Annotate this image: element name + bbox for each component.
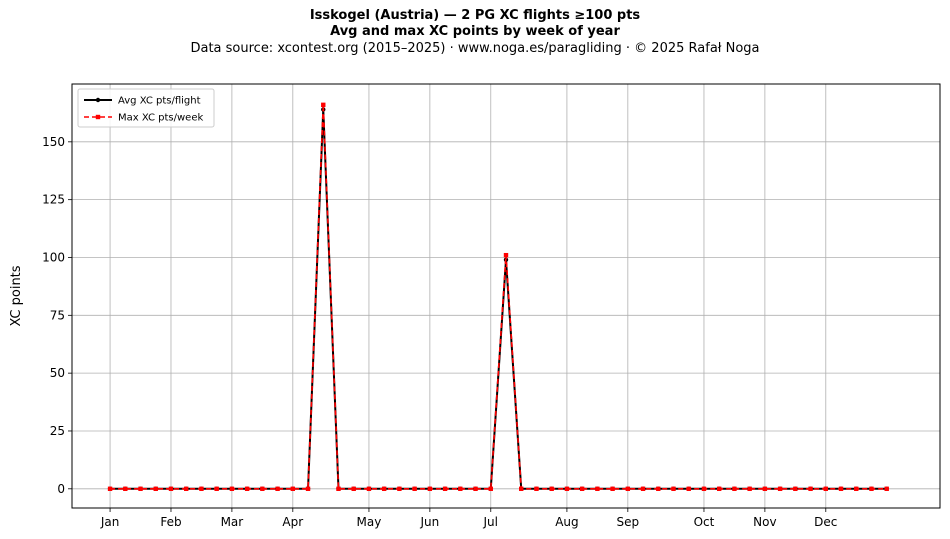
data-point: [168, 486, 174, 492]
data-point: [854, 486, 859, 492]
x-tick-label: Nov: [753, 515, 776, 529]
chart-title: Isskogel (Austria) — 2 PG XC flights ≥10…: [309, 8, 641, 23]
x-tick-label: May: [357, 515, 382, 529]
chart-titles: Isskogel (Austria) — 2 PG XC flights ≥10…: [0, 8, 950, 57]
data-point: [595, 486, 600, 492]
data-point: [564, 486, 570, 492]
series-0: [107, 107, 889, 492]
y-tick-label: 150: [42, 135, 65, 149]
data-point: [640, 486, 646, 492]
x-tick-label: Aug: [555, 515, 578, 529]
data-point: [534, 486, 539, 492]
data-point: [838, 486, 844, 492]
data-point: [458, 486, 463, 492]
x-tick-label: Jul: [483, 515, 498, 529]
chart-title-line2: Avg and max XC points by week of year: [330, 24, 620, 39]
data-point: [214, 486, 219, 492]
data-point: [777, 486, 783, 492]
x-tick-label: Dec: [814, 515, 837, 529]
data-point: [488, 486, 493, 492]
y-tick-label: 0: [57, 482, 65, 496]
data-point: [503, 252, 509, 258]
data-point: [656, 486, 661, 492]
data-point: [625, 486, 631, 492]
y-tick-label: 125: [42, 193, 65, 207]
data-point: [321, 102, 326, 108]
data-point: [381, 486, 387, 492]
x-tick-label: Oct: [694, 515, 715, 529]
y-tick-label: 100: [42, 250, 65, 264]
x-tick-label: Jan: [100, 515, 120, 529]
data-point: [412, 486, 417, 492]
y-axis-label: XC points: [9, 265, 24, 326]
y-tick-label: 25: [50, 424, 65, 438]
legend: Avg XC pts/flight Max XC pts/week: [77, 88, 215, 128]
y-tick-label: 50: [50, 366, 65, 380]
series-layer: [107, 102, 889, 492]
data-point: [519, 486, 524, 492]
plot-frame: [71, 83, 941, 509]
data-point: [732, 486, 737, 492]
data-point: [823, 486, 828, 492]
data-point: [701, 486, 707, 492]
x-tick-label: Sep: [617, 515, 640, 529]
data-point: [884, 486, 889, 492]
legend-label: Max XC pts/week: [118, 113, 203, 124]
data-point: [260, 486, 265, 492]
data-point: [123, 486, 128, 492]
chart-subtitle: Data source: xcontest.org (2015–2025) · …: [190, 41, 760, 56]
legend-label: Avg XC pts/flight: [118, 96, 201, 107]
legend-swatch-marker: [95, 97, 101, 103]
x-tick-label: Apr: [282, 515, 303, 529]
data-point: [138, 486, 143, 492]
series-line: [110, 108, 887, 490]
data-point: [336, 486, 341, 492]
series-line: [110, 104, 887, 490]
data-point: [199, 486, 204, 492]
data-point: [229, 486, 235, 492]
x-axis-ticks: Jan Feb Mar Apr May Jun Jul Aug Sep Oct Nov Dec: [100, 508, 837, 529]
data-point: [184, 486, 189, 492]
data-point: [473, 486, 478, 492]
legend-swatch-marker: [95, 114, 101, 120]
data-point: [686, 486, 691, 492]
x-tick-label: Mar: [221, 515, 244, 529]
data-point: [244, 486, 250, 492]
data-point: [427, 486, 433, 492]
data-point: [869, 486, 874, 492]
data-point: [366, 486, 372, 492]
data-point: [579, 486, 585, 492]
data-point: [275, 486, 280, 492]
data-point: [351, 486, 356, 492]
data-point: [808, 486, 813, 492]
data-point: [747, 486, 752, 492]
y-tick-label: 75: [50, 308, 65, 322]
data-point: [610, 486, 615, 492]
data-point: [671, 486, 676, 492]
data-point: [442, 486, 448, 492]
grid-lines: [72, 84, 940, 508]
data-point: [290, 486, 296, 492]
series-1: [107, 102, 889, 492]
data-point: [107, 486, 113, 492]
data-point: [793, 486, 798, 492]
data-point: [305, 486, 311, 492]
x-tick-label: Jun: [419, 515, 439, 529]
x-tick-label: Feb: [160, 515, 181, 529]
data-point: [716, 486, 722, 492]
data-point: [549, 486, 554, 492]
data-point: [153, 486, 158, 492]
data-point: [762, 486, 768, 492]
y-axis-ticks: 0 25 50 75 100 125 150: [42, 135, 72, 496]
data-point: [397, 486, 402, 492]
